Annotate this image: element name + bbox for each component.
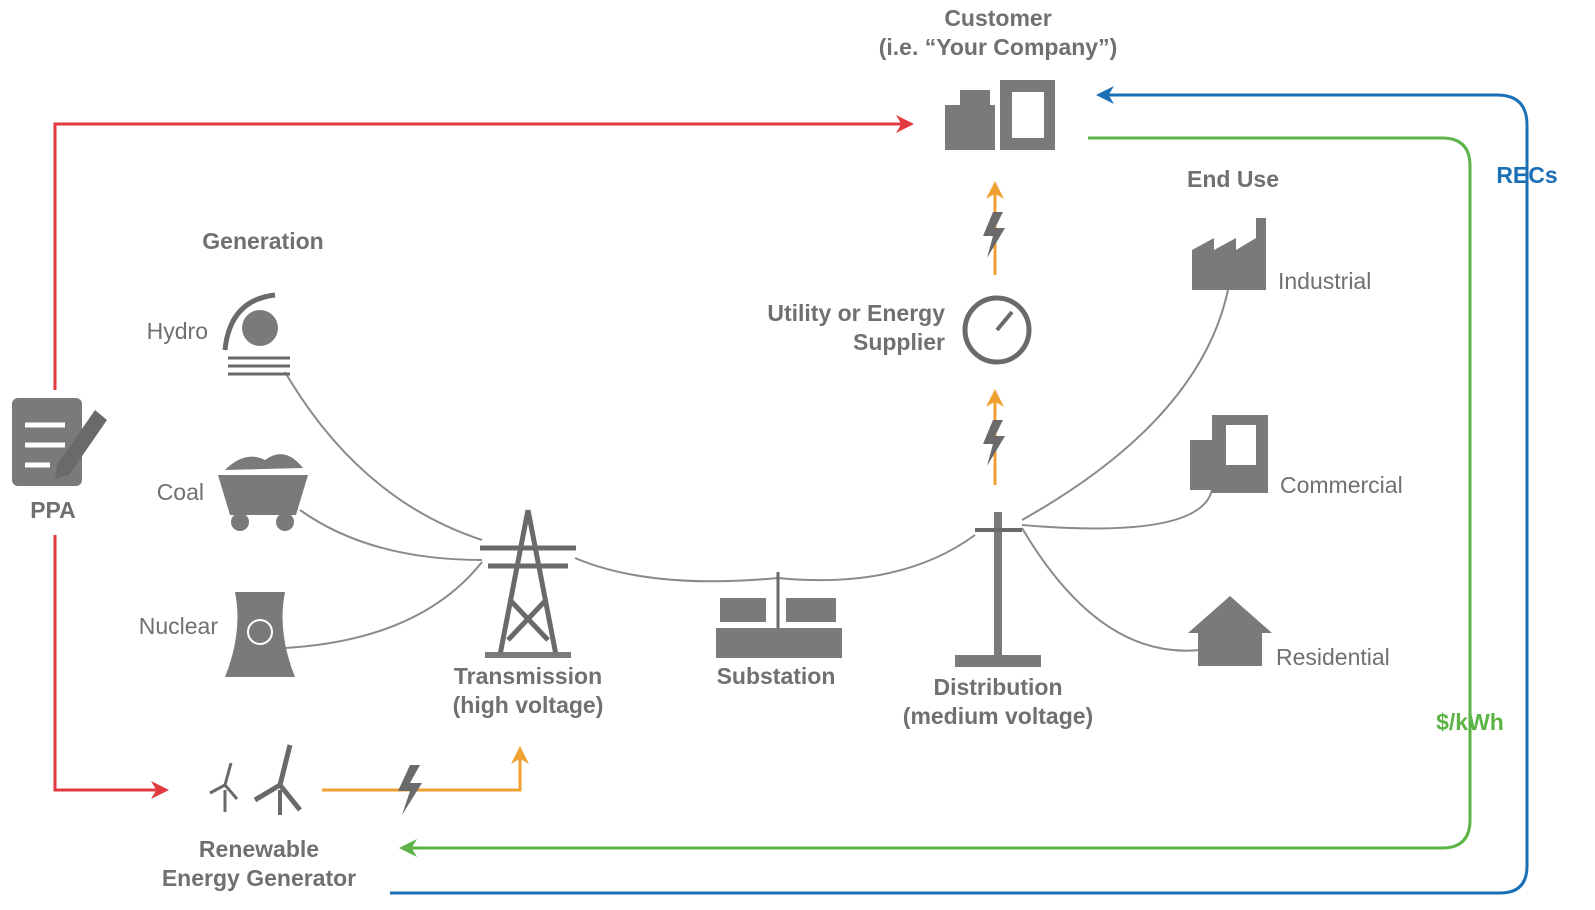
sector-label: Industrial: [1278, 268, 1371, 294]
customer-label: Customer: [944, 5, 1051, 31]
house-icon: [1188, 596, 1272, 666]
diagram: Customer (i.e. “Your Company”) Utility o…: [0, 0, 1595, 910]
source-label: Coal: [157, 479, 204, 505]
meter-icon: [965, 298, 1029, 362]
recs-label: RECs: [1496, 162, 1557, 188]
nuclear-icon: [225, 592, 295, 677]
grid-label: Substation: [717, 663, 836, 689]
source-label: Nuclear: [139, 613, 219, 639]
section-title: End Use: [1187, 166, 1279, 192]
grid-label: (medium voltage): [903, 703, 1093, 729]
grid-label: Transmission: [454, 663, 602, 689]
factory-icon: [1192, 218, 1266, 290]
sector-label: Commercial: [1280, 472, 1403, 498]
customer-icon: [945, 80, 1055, 150]
grid-label: Distribution: [933, 674, 1062, 700]
renewable-label: Renewable: [199, 836, 319, 862]
renewable-label: Energy Generator: [162, 865, 356, 891]
substation-icon: [716, 572, 842, 658]
grid-label: (high voltage): [453, 692, 604, 718]
wires: [285, 290, 1228, 651]
wind-icon: [210, 745, 300, 815]
coal-icon: [218, 454, 308, 531]
payment-label: $/kWh: [1436, 709, 1504, 735]
office-icon: [1190, 415, 1268, 493]
sector-label: Residential: [1276, 644, 1390, 670]
source-label: Hydro: [147, 318, 208, 344]
tower-icon: [480, 510, 576, 658]
hydro-icon: [225, 295, 290, 374]
ppa-label: PPA: [30, 497, 76, 523]
pole-icon: [955, 512, 1041, 667]
utility-label: Supplier: [853, 329, 945, 355]
utility-label: Utility or Energy: [767, 300, 945, 326]
customer-label: (i.e. “Your Company”): [879, 34, 1118, 60]
ppa-icon: [12, 398, 107, 486]
section-title: Generation: [202, 228, 323, 254]
